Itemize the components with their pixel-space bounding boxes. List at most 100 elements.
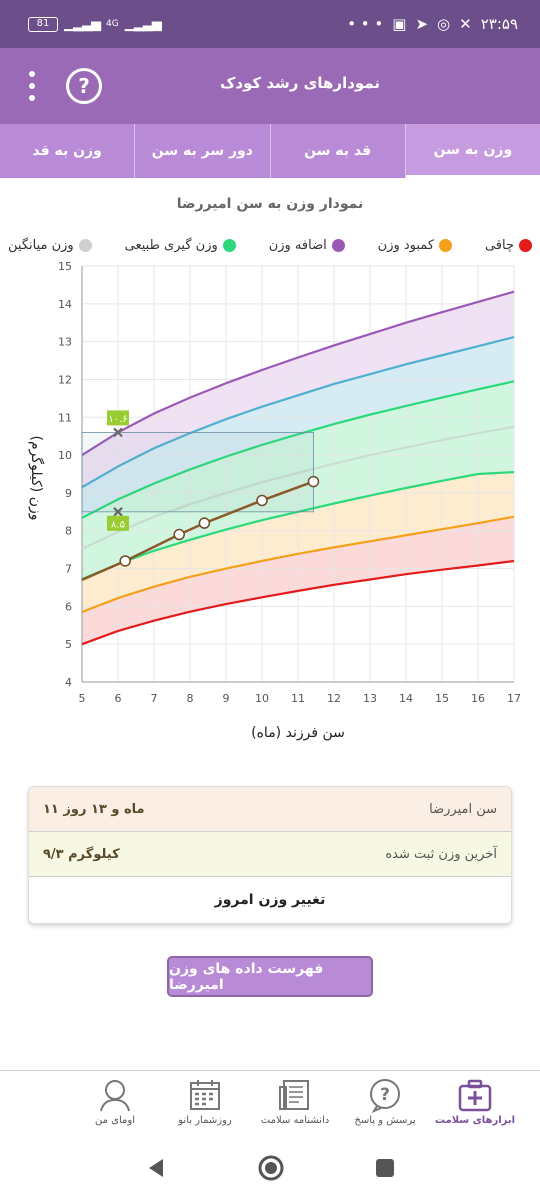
y-tick-label: 10 <box>58 449 72 462</box>
y-tick-label: 7 <box>65 563 72 576</box>
legend-label: اضافه وزن <box>268 237 327 253</box>
child-weight-point <box>256 494 268 507</box>
lower-range-label-bg <box>107 515 129 531</box>
growth-chart[interactable]: ۱۰.۶۸.۵ 5 6 7 8 9 10 11 12 13 14 15 16 1745678910111… <box>0 258 540 748</box>
document-icon <box>279 1080 309 1110</box>
x-tick-label: 14 <box>399 692 413 705</box>
system-nav <box>0 1136 540 1200</box>
legend-dot <box>518 238 532 252</box>
y-axis-label: وزن (کیلوگرم) <box>28 436 45 521</box>
nav-label: اومای من <box>95 1115 135 1126</box>
nav-label: پرسش و پاسخ <box>354 1115 416 1126</box>
legend-dot <box>222 238 236 252</box>
weight-data-list-button[interactable]: فهرست داده های وزن امیررضا <box>167 956 373 997</box>
range-cross-marker <box>113 507 123 517</box>
instagram-icon: ◎ <box>437 15 451 33</box>
x-tick-label: 16 <box>471 692 485 705</box>
message-icon: ▣ <box>392 15 407 33</box>
y-tick-label: 6 <box>65 600 72 613</box>
more-dots-icon: • • • <box>347 15 384 33</box>
series-line <box>81 380 515 519</box>
y-tick-label: 14 <box>58 298 72 311</box>
medical-kit-icon <box>458 1079 492 1112</box>
y-tick-label: 13 <box>58 336 72 349</box>
lower-range-label: ۸.۵ <box>111 519 125 530</box>
series-line <box>81 559 515 646</box>
status-left: 81 ▁▂▃▅ 4G ▁▂▃▅ <box>28 16 162 32</box>
legend-label: چاقی <box>484 237 514 253</box>
x-tick-label: 7 <box>151 692 158 705</box>
tab-weight-for-height[interactable]: وزن به قد <box>0 124 136 178</box>
tab-bar: وزن به قد دور سر به سن قد به سن وزن به س… <box>0 124 540 178</box>
legend-label: وزن میانگین <box>8 237 74 253</box>
legend-item-overweight[interactable]: اضافه وزن <box>269 238 345 253</box>
tab-height-for-age[interactable]: قد به سن <box>271 124 406 178</box>
series-line <box>81 336 515 489</box>
x-tick-label: 10 <box>255 692 269 705</box>
y-tick-label: 11 <box>58 411 72 424</box>
nav-label: روزشمار بانو <box>178 1115 232 1126</box>
app-bar: ? نمودارهای رشد کودک <box>0 48 540 124</box>
nav-label: دانشنامه سلامت <box>260 1115 330 1126</box>
range-box <box>81 431 314 513</box>
tab-weight-for-age[interactable]: وزن به سن <box>405 124 540 178</box>
calendar-icon <box>190 1080 220 1110</box>
nav-questions[interactable]: ? پرسش و پاسخ <box>340 1071 430 1134</box>
nav-profile[interactable]: اومای من <box>70 1071 160 1134</box>
child-weight-point <box>119 555 131 567</box>
nav-calendar[interactable]: روزشمار بانو <box>160 1071 250 1134</box>
legend-item-obese[interactable]: چاقی <box>485 238 532 253</box>
y-tick-label: 4 <box>65 676 72 689</box>
y-tick-label: 12 <box>58 373 72 386</box>
change-weight-button[interactable]: تغییر وزن امروز <box>214 892 326 908</box>
series-line <box>81 515 515 614</box>
child-weight-line <box>81 480 314 582</box>
x-axis-label: سن فرزند (ماه) <box>251 725 345 741</box>
y-tick-label: 8 <box>65 525 72 538</box>
tab-head-circumference[interactable]: دور سر به سن <box>135 124 271 178</box>
legend-item-normal[interactable]: وزن گیری طبیعی <box>125 238 236 253</box>
help-button[interactable]: ? <box>66 68 102 104</box>
page-title: نمودارهای رشد کودک <box>219 74 380 92</box>
legend-label: کمبود وزن <box>377 237 435 253</box>
more-vertical-icon[interactable] <box>22 68 42 104</box>
legend-dot <box>78 238 92 252</box>
x-tick-label: 9 <box>223 692 230 705</box>
y-tick-label: 15 <box>58 260 72 273</box>
bottom-nav: ابزارهای سلامت ? پرسش و پاسخ دانشنامه سل… <box>0 1070 540 1134</box>
clock: ۲۳:۵۹ <box>480 15 518 33</box>
child-weight-point <box>173 528 185 541</box>
legend-item-average[interactable]: وزن میانگین <box>8 238 92 253</box>
home-icon[interactable] <box>257 1154 285 1182</box>
status-bar: 81 ▁▂▃▅ 4G ▁▂▃▅ • • • ▣ ➤ ◎ ✕ ۲۳:۵۹ <box>0 0 540 48</box>
weight-label: آخرین وزن ثبت شده <box>385 846 497 862</box>
range-cross-marker <box>113 427 123 438</box>
recents-icon[interactable] <box>375 1158 395 1178</box>
network-label: 4G <box>106 19 119 29</box>
back-icon[interactable] <box>145 1157 167 1179</box>
x-tick-label: 17 <box>507 692 521 705</box>
signal-icon: ▁▂▃▅ <box>64 16 101 32</box>
telegram-icon: ➤ <box>415 15 429 33</box>
x-tick-label: 8 <box>187 692 194 705</box>
legend-item-underweight[interactable]: کمبود وزن <box>377 237 453 253</box>
info-card: ۱۱ ماه و ۱۳ روز سن امیررضا ۹/۳ کیلوگرم آ… <box>28 786 512 924</box>
upper-range-label: ۱۰.۶ <box>108 414 127 425</box>
mute-icon: ✕ <box>459 15 472 33</box>
series-line <box>81 425 515 550</box>
age-value: ۱۱ ماه و ۱۳ روز <box>43 801 145 817</box>
nav-encyclopedia[interactable]: دانشنامه سلامت <box>250 1071 340 1134</box>
child-weight-point <box>198 517 211 529</box>
y-tick-label: 9 <box>65 487 72 500</box>
weight-value: ۹/۳ کیلوگرم <box>43 846 120 862</box>
nav-health-tools[interactable]: ابزارهای سلامت <box>430 1071 520 1134</box>
legend-dot <box>439 238 453 252</box>
question-bubble-icon: ? <box>370 1079 400 1113</box>
chart-title: نمودار وزن به سن امیررضا <box>176 196 364 212</box>
nav-label: ابزارهای سلامت <box>434 1115 516 1126</box>
x-tick-label: 12 <box>327 692 341 705</box>
age-label: سن امیررضا <box>429 801 497 817</box>
weight-row: ۹/۳ کیلوگرم آخرین وزن ثبت شده <box>29 832 511 877</box>
status-right: • • • ▣ ➤ ◎ ✕ ۲۳:۵۹ <box>347 15 518 33</box>
y-tick-label: 5 <box>65 638 72 651</box>
